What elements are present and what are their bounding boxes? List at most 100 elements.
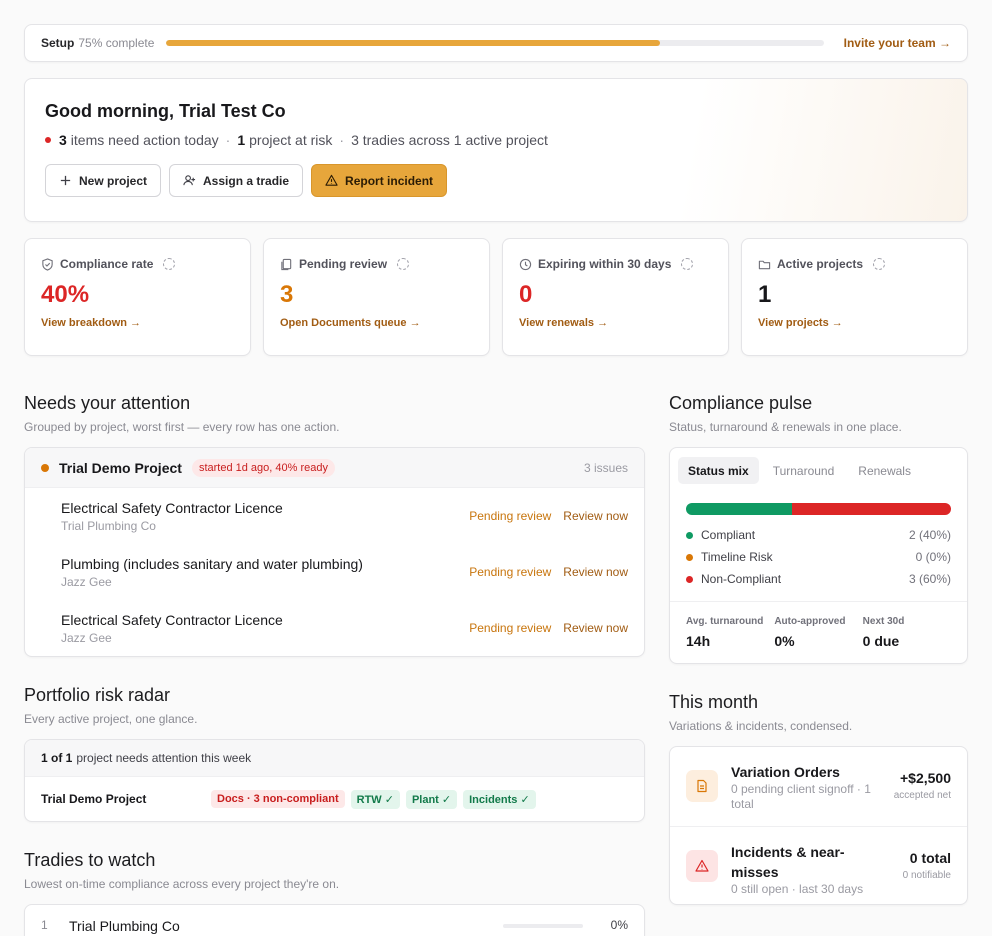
assign-tradie-button[interactable]: Assign a tradie xyxy=(169,164,304,197)
tradie-name: Jazz Gee xyxy=(61,574,112,589)
actions-count: 3 xyxy=(59,132,67,148)
review-now-link[interactable]: Review now xyxy=(563,509,628,523)
kpi-label: Compliance rate xyxy=(60,257,154,271)
greeting-title: Good morning, Trial Test Co xyxy=(45,101,286,121)
kpi-value: 0 xyxy=(519,281,533,308)
separator: · xyxy=(339,132,345,148)
tradie-name: Trial Plumbing Co xyxy=(69,918,180,934)
report-incident-button[interactable]: Report incident xyxy=(311,164,448,197)
radar-header: 1 of 1 project needs attention this week xyxy=(25,740,644,777)
stat-label: Auto-approved xyxy=(774,616,846,627)
tradies-subtitle: Lowest on-time compliance across every p… xyxy=(24,877,340,891)
documents-icon xyxy=(281,258,292,270)
variation-value-sub: accepted net xyxy=(893,790,951,801)
setup-progress-bar: Setup 75% complete Invite your team → xyxy=(24,24,968,62)
legend-dot xyxy=(686,575,693,583)
legend-value: 2 (40%) xyxy=(908,528,951,542)
new-project-button[interactable]: New project xyxy=(45,164,162,197)
legend-value: 3 (60%) xyxy=(908,572,951,586)
variation-value: +$2,500 xyxy=(900,770,951,786)
document-icon xyxy=(686,770,718,802)
radar-row[interactable]: Trial Demo Project Docs · 3 non-complian… xyxy=(25,777,644,821)
stat-label: Avg. turnaround xyxy=(686,616,764,627)
report-incident-label: Report incident xyxy=(345,173,434,188)
incidents-row[interactable]: Incidents & near-misses 0 still open · l… xyxy=(670,826,967,904)
month-subtitle: Variations & incidents, condensed. xyxy=(669,719,853,733)
pulse-subtitle: Status, turnaround & renewals in one pla… xyxy=(669,420,902,434)
compliance-percent: 0% xyxy=(610,918,628,932)
view-renewals-link[interactable]: View renewals → xyxy=(519,317,609,329)
legend-timeline-risk: Timeline Risk 0 (0%) xyxy=(686,546,951,568)
user-plus-icon xyxy=(183,175,196,186)
stat-label: Next 30d xyxy=(862,616,905,627)
project-name: Trial Demo Project xyxy=(41,792,147,806)
view-breakdown-link[interactable]: View breakdown → xyxy=(41,317,142,329)
info-icon[interactable] xyxy=(873,258,886,270)
info-icon[interactable] xyxy=(681,258,694,270)
tradies-summary: 3 tradies across 1 active project xyxy=(351,132,548,148)
compliance-pulse-panel: Status mix Turnaround Renewals Compliant… xyxy=(669,447,968,664)
kpi-label: Expiring within 30 days xyxy=(538,257,672,271)
tab-turnaround[interactable]: Turnaround xyxy=(772,463,835,478)
document-title: Plumbing (includes sanitary and water pl… xyxy=(61,555,363,572)
variation-orders-row[interactable]: Variation Orders 0 pending client signof… xyxy=(670,747,967,826)
review-now-link[interactable]: Review now xyxy=(563,621,628,635)
attention-subtitle: Grouped by project, worst first — every … xyxy=(24,420,340,434)
shield-icon xyxy=(42,257,53,271)
tradie-row[interactable]: 1 Trial Plumbing Co 0% xyxy=(24,904,645,936)
issue-count: 3 issues xyxy=(583,460,628,475)
pulse-title: Compliance pulse xyxy=(669,393,813,413)
tab-renewals[interactable]: Renewals xyxy=(858,463,911,478)
compliance-bar xyxy=(502,924,583,928)
pulse-stats: Avg. turnaround 14h Auto-approved 0% Next … xyxy=(670,601,967,663)
stat-value: 0 due xyxy=(862,633,900,649)
status-legend: Compliant 2 (40%) Timeline Risk 0 (0%) Non… xyxy=(686,524,951,590)
status-mix-segment xyxy=(686,503,792,515)
attention-title: Needs your attention xyxy=(24,393,191,413)
actions-text: items need action today xyxy=(70,132,219,148)
legend-label: Compliant xyxy=(701,528,756,542)
risk-count: 1 xyxy=(237,132,246,148)
kpi-value: 40% xyxy=(41,281,90,308)
open-documents-queue-link[interactable]: Open Documents queue → xyxy=(280,317,421,329)
incidents-value-sub: 0 notifiable xyxy=(902,870,951,881)
view-projects-link[interactable]: View projects → xyxy=(758,317,843,329)
project-group-header[interactable]: Trial Demo Project started 1d ago, 40% r… xyxy=(25,448,644,488)
plus-icon xyxy=(60,175,71,186)
kpi-expiring: Expiring within 30 days 0 View renewals … xyxy=(502,238,729,356)
kpi-value: 3 xyxy=(280,281,294,308)
status-mix-segment xyxy=(792,503,951,515)
greeting-summary: 3 items need action today · 1 project at… xyxy=(45,132,947,148)
incidents-tag: Incidents ✓ xyxy=(463,789,536,809)
info-icon[interactable] xyxy=(397,258,410,270)
alert-dot xyxy=(45,137,51,143)
status-label: Pending review xyxy=(469,565,552,579)
docs-tag: Docs · 3 non-compliant xyxy=(211,790,345,808)
stat-avg-turnaround: Avg. turnaround 14h xyxy=(686,616,774,649)
legend-dot xyxy=(686,553,693,561)
risk-radar-panel: 1 of 1 project needs attention this week… xyxy=(24,739,645,822)
kpi-label: Active projects xyxy=(777,257,864,271)
stat-value: 14h xyxy=(686,633,711,649)
info-icon[interactable] xyxy=(163,258,176,270)
invite-team-link[interactable]: Invite your team → xyxy=(843,36,951,50)
setup-fill xyxy=(166,40,660,46)
warning-icon xyxy=(686,850,718,882)
radar-title: Portfolio risk radar xyxy=(24,685,171,705)
review-now-link[interactable]: Review now xyxy=(563,565,628,579)
legend-label: Timeline Risk xyxy=(701,550,773,564)
setup-track xyxy=(166,40,825,46)
project-status-badge: started 1d ago, 40% ready xyxy=(191,458,335,477)
kpi-pending-review: Pending review 3 Open Documents queue → xyxy=(263,238,490,356)
tradie-name: Trial Plumbing Co xyxy=(61,518,156,533)
kpi-active-projects: Active projects 1 View projects → xyxy=(741,238,968,356)
status-label: Pending review xyxy=(469,509,552,523)
setup-percent: 75% complete xyxy=(78,36,155,50)
attention-row: Electrical Safety Contractor Licence Jaz… xyxy=(25,600,644,656)
project-name: Trial Demo Project xyxy=(59,459,182,476)
rank-index: 1 xyxy=(41,918,48,932)
incidents-sub: 0 still open · last 30 days xyxy=(731,882,864,896)
status-mix-bar xyxy=(686,503,951,515)
greeting-panel: Good morning, Trial Test Co 3 items need… xyxy=(24,78,968,222)
tab-status-mix[interactable]: Status mix xyxy=(678,457,759,484)
